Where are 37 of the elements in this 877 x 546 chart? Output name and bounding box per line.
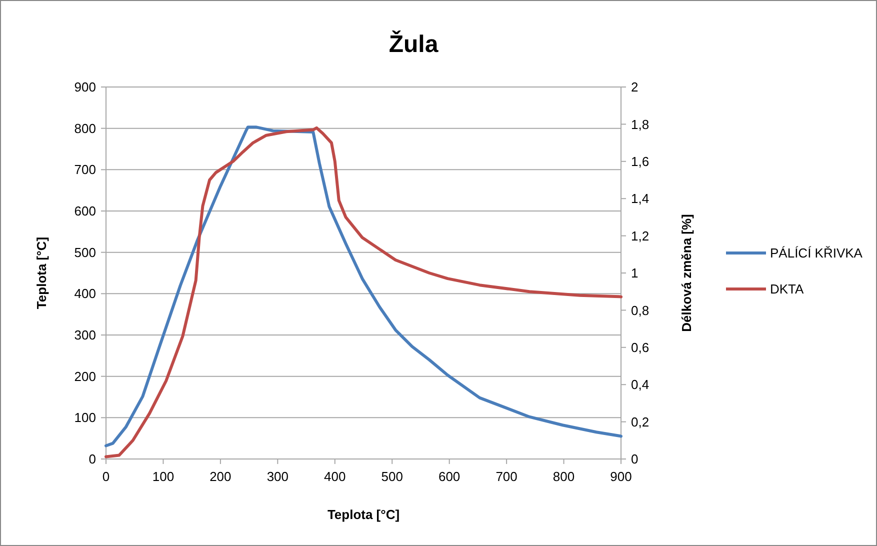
y-tick-label: 700	[74, 162, 96, 178]
y2-tick-label: 2	[631, 80, 638, 95]
x-tick-label: 500	[381, 469, 403, 484]
y2-tick-label: 1,2	[631, 228, 650, 244]
y2-tick-label: 1	[631, 266, 638, 281]
x-tick-label: 0	[102, 469, 110, 484]
y2-tick-label: 1,8	[631, 116, 650, 132]
y-tick-label: 900	[74, 80, 96, 95]
y-tick-label: 600	[74, 204, 96, 219]
y-tick-label: 300	[74, 328, 96, 343]
chart-title: Žula	[388, 30, 439, 58]
x-tick-label: 800	[552, 469, 575, 484]
legend-label: DKTA	[770, 282, 804, 297]
y2-tick-label: 1,6	[631, 154, 650, 169]
y2-tick-label: 0,4	[631, 377, 650, 392]
y2-tick-label: 0,6	[631, 340, 650, 355]
x-tick-label: 100	[152, 469, 174, 484]
y-tick-label: 100	[74, 410, 96, 426]
y-tick-label: 800	[74, 120, 96, 136]
x-axis-title: Teplota [°C]	[327, 507, 400, 522]
y2-tick-label: 0	[631, 452, 638, 467]
legend-label: PÁLÍCÍ KŘIVKA	[770, 246, 863, 261]
y-tick-label: 400	[74, 286, 96, 302]
x-tick-label: 300	[266, 469, 289, 484]
y-tick-label: 500	[74, 244, 96, 260]
x-tick-label: 400	[324, 469, 346, 484]
y-axis-title: Teplota [°C]	[34, 236, 49, 310]
y2-tick-label: 0,8	[631, 302, 650, 318]
x-tick-label: 700	[496, 469, 518, 484]
y2-tick-label: 1,4	[631, 191, 650, 206]
y-tick-label: 0	[88, 452, 96, 467]
x-tick-label: 600	[438, 469, 460, 484]
y2-tick-label: 0,2	[631, 414, 650, 430]
y2-axis-title: Délková změna [%]	[679, 214, 694, 332]
x-tick-label: 900	[610, 469, 632, 484]
y-tick-label: 200	[74, 368, 96, 384]
x-tick-label: 200	[210, 469, 232, 484]
